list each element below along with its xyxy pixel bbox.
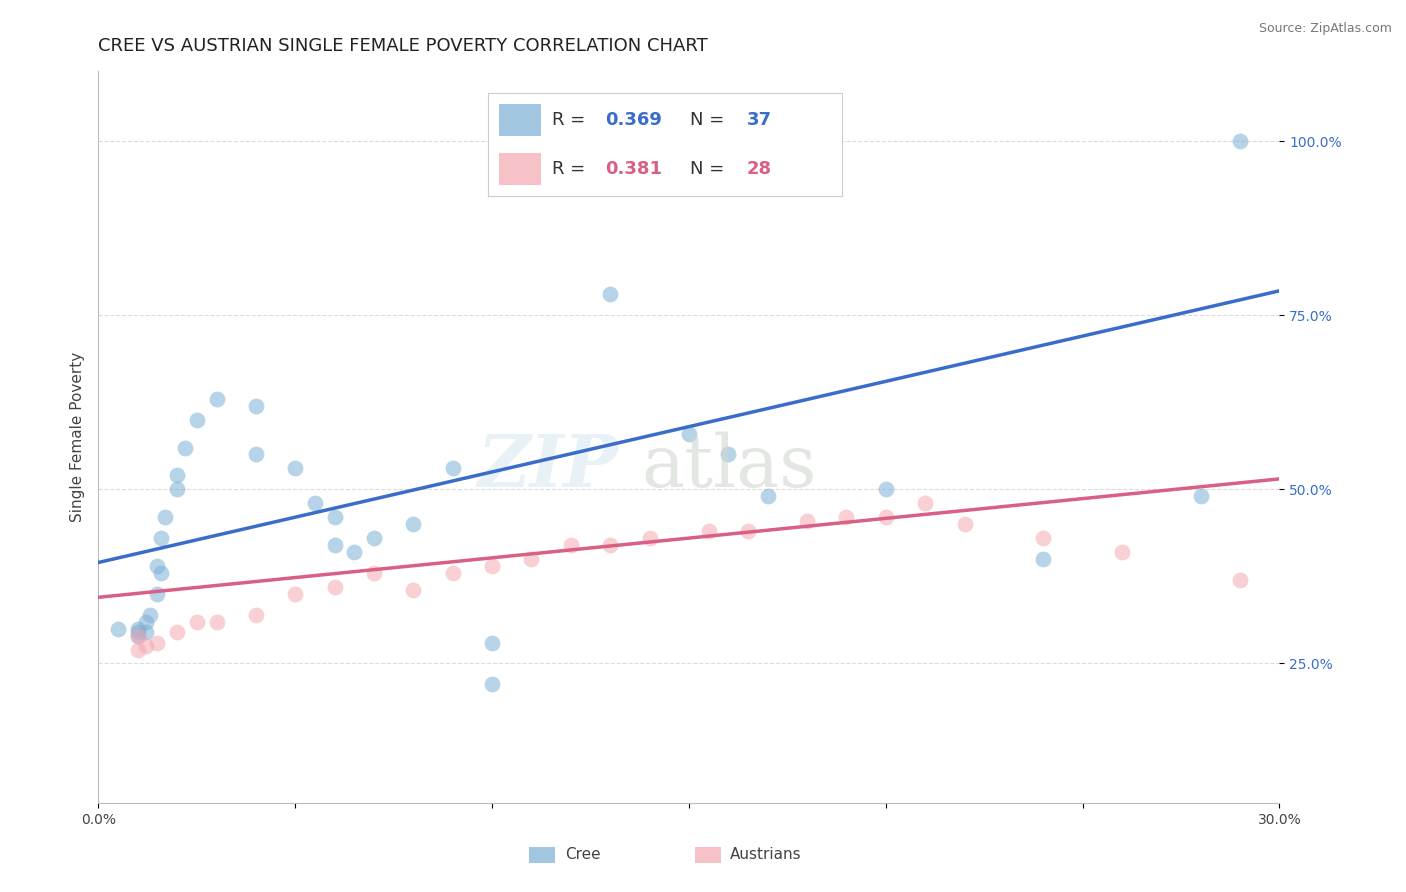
Point	[205, 392, 228, 406]
Point	[1111, 545, 1133, 559]
Point	[363, 531, 385, 545]
Point	[1229, 573, 1251, 587]
Point	[1229, 134, 1251, 148]
Point	[481, 635, 503, 649]
Point	[127, 622, 149, 636]
Point	[135, 615, 157, 629]
Point	[127, 625, 149, 640]
FancyBboxPatch shape	[530, 847, 555, 863]
Point	[127, 629, 149, 643]
Point	[835, 510, 858, 524]
Point	[638, 531, 661, 545]
Y-axis label: Single Female Poverty: Single Female Poverty	[69, 352, 84, 522]
Point	[560, 538, 582, 552]
Point	[796, 514, 818, 528]
Point	[481, 558, 503, 573]
Point	[953, 517, 976, 532]
Point	[245, 448, 267, 462]
Point	[875, 510, 897, 524]
Point	[914, 496, 936, 510]
Point	[343, 545, 366, 559]
Point	[697, 524, 720, 538]
Point	[146, 635, 169, 649]
Point	[127, 629, 149, 643]
Text: ZIP: ZIP	[477, 431, 619, 502]
Point	[284, 461, 307, 475]
Point	[323, 538, 346, 552]
Point	[135, 625, 157, 640]
Point	[599, 287, 621, 301]
Point	[245, 607, 267, 622]
FancyBboxPatch shape	[695, 847, 721, 863]
Point	[150, 566, 173, 580]
Point	[441, 461, 464, 475]
Point	[363, 566, 385, 580]
Point	[166, 483, 188, 497]
Point	[146, 587, 169, 601]
Point	[174, 441, 197, 455]
Point	[205, 615, 228, 629]
Text: CREE VS AUSTRIAN SINGLE FEMALE POVERTY CORRELATION CHART: CREE VS AUSTRIAN SINGLE FEMALE POVERTY C…	[98, 37, 709, 54]
Point	[166, 625, 188, 640]
Point	[481, 677, 503, 691]
Point	[284, 587, 307, 601]
Point	[186, 412, 208, 426]
Point	[166, 468, 188, 483]
Point	[155, 510, 177, 524]
Point	[146, 558, 169, 573]
Text: Source: ZipAtlas.com: Source: ZipAtlas.com	[1258, 22, 1392, 36]
Text: atlas: atlas	[641, 431, 817, 501]
Point	[150, 531, 173, 545]
Point	[520, 552, 543, 566]
Point	[245, 399, 267, 413]
Point	[323, 510, 346, 524]
Point	[678, 426, 700, 441]
Point	[402, 583, 425, 598]
Text: Austrians: Austrians	[730, 847, 801, 862]
Point	[717, 448, 740, 462]
Point	[1189, 489, 1212, 503]
Point	[323, 580, 346, 594]
Point	[186, 615, 208, 629]
Point	[135, 639, 157, 653]
Point	[107, 622, 129, 636]
Point	[304, 496, 326, 510]
Point	[737, 524, 759, 538]
Point	[1032, 531, 1054, 545]
Point	[1032, 552, 1054, 566]
Point	[756, 489, 779, 503]
Point	[441, 566, 464, 580]
Point	[599, 538, 621, 552]
Point	[402, 517, 425, 532]
Point	[875, 483, 897, 497]
Point	[138, 607, 160, 622]
Text: Cree: Cree	[565, 847, 600, 862]
Point	[127, 642, 149, 657]
